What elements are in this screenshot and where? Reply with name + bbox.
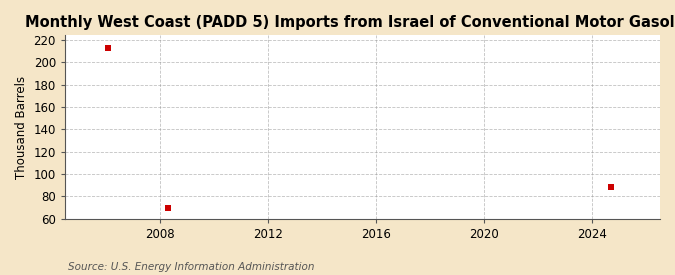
Title: Monthly West Coast (PADD 5) Imports from Israel of Conventional Motor Gasoline: Monthly West Coast (PADD 5) Imports from… (25, 15, 675, 30)
Text: Source: U.S. Energy Information Administration: Source: U.S. Energy Information Administ… (68, 262, 314, 272)
Y-axis label: Thousand Barrels: Thousand Barrels (15, 75, 28, 178)
